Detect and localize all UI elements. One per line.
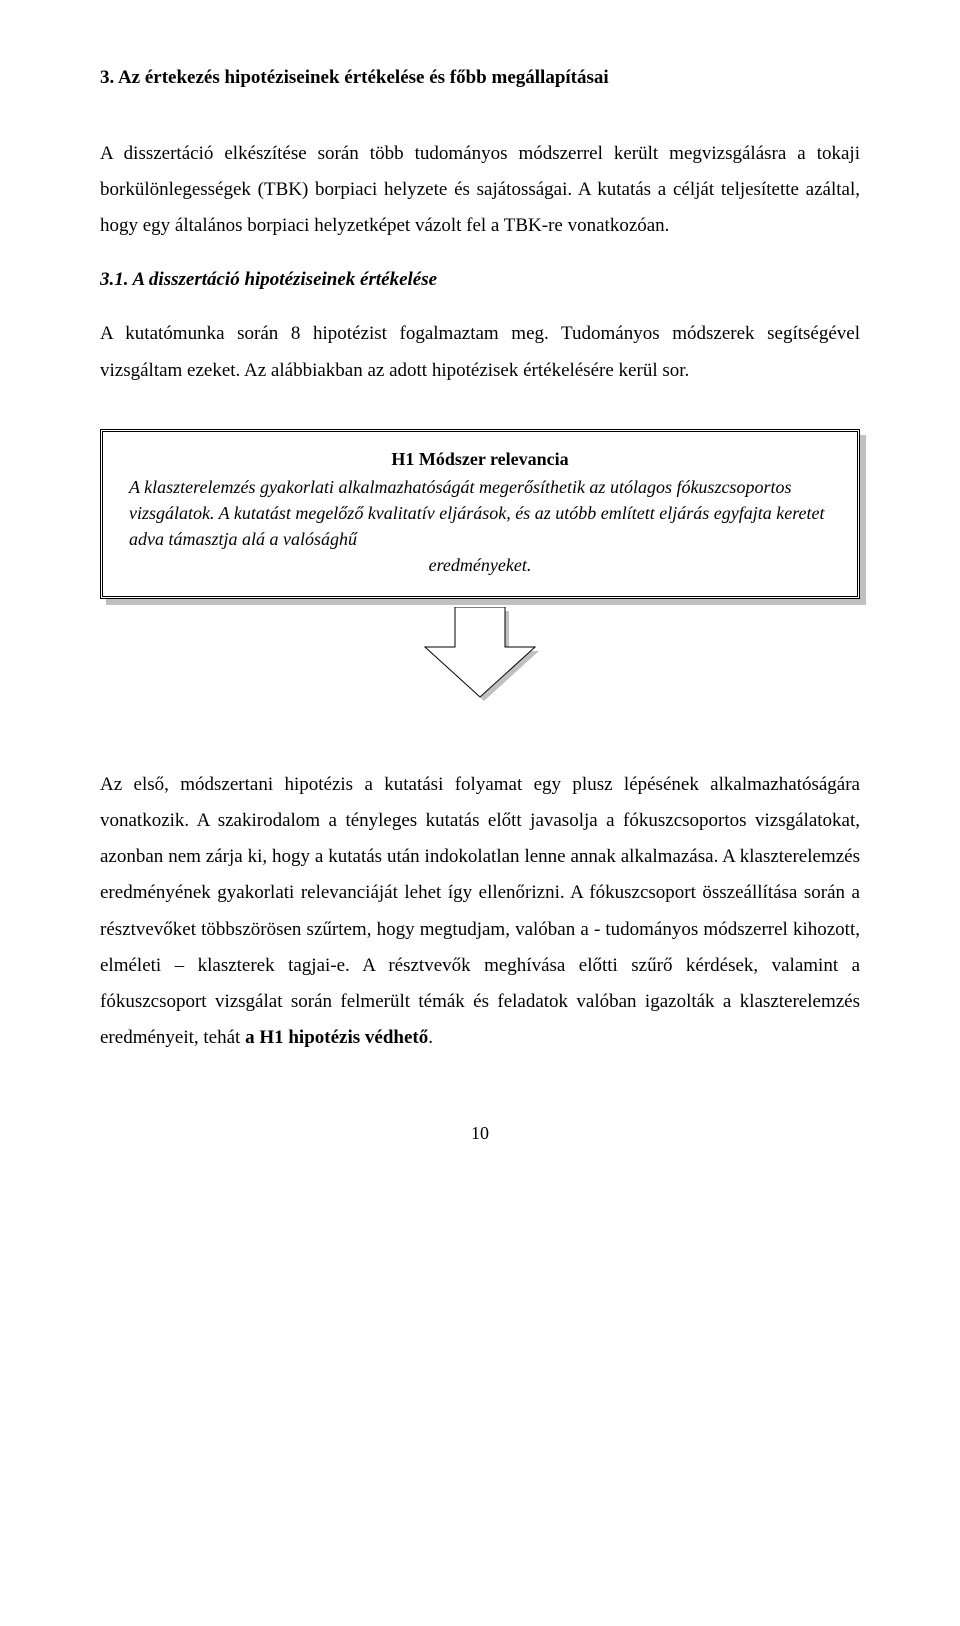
- hypothesis-box-h1: H1 Módszer relevancia A klaszterelemzés …: [100, 429, 860, 599]
- box-title: H1 Módszer relevancia: [129, 446, 831, 472]
- box-body: A klaszterelemzés gyakorlati alkalmazhat…: [129, 474, 831, 552]
- section-heading: 3. Az értekezés hipotéziseinek értékelés…: [100, 60, 860, 96]
- p3-bold: a H1 hipotézis védhető: [245, 1027, 428, 1048]
- paragraph-h1-discussion: Az első, módszertani hipotézis a kutatás…: [100, 767, 860, 1056]
- down-arrow-icon: [100, 607, 860, 717]
- arrow-shape: [425, 607, 535, 697]
- paragraph-hypotheses-summary: A kutatómunka során 8 hipotézist fogalma…: [100, 316, 860, 388]
- page-number: 10: [100, 1116, 860, 1150]
- box-body-end: eredményeket.: [129, 552, 831, 578]
- box-content: H1 Módszer relevancia A klaszterelemzés …: [100, 429, 860, 599]
- p3-text: Az első, módszertani hipotézis a kutatás…: [100, 774, 860, 1048]
- p3-tail: .: [428, 1027, 433, 1048]
- paragraph-intro: A disszertáció elkészítése során több tu…: [100, 136, 860, 244]
- subsection-heading: 3.1. A disszertáció hipotéziseinek érték…: [100, 262, 860, 298]
